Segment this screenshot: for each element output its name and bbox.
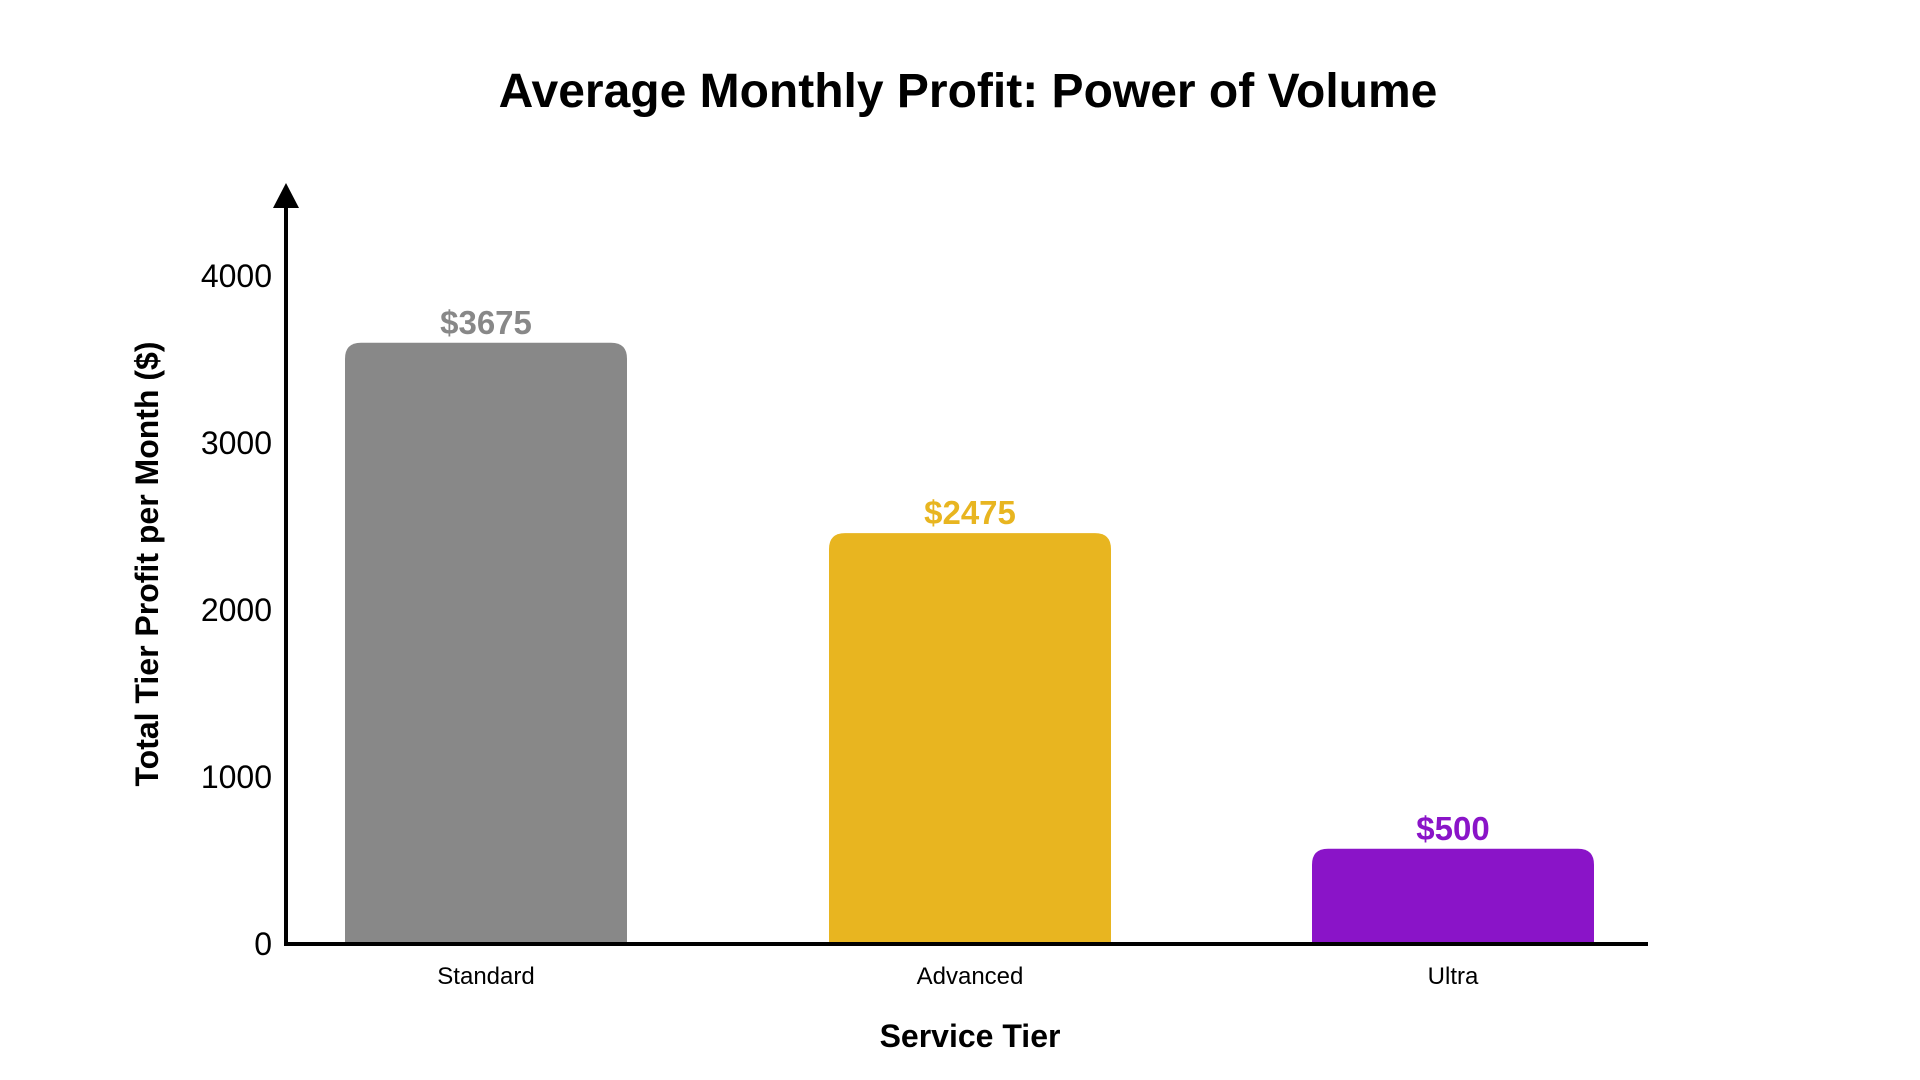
y-axis-ticks: 0 1000 2000 3000 4000: [201, 258, 272, 962]
chart-title: Average Monthly Profit: Power of Volume: [499, 65, 1438, 118]
data-label-standard: $3675: [440, 304, 532, 341]
x-axis-ticks: Standard Advanced Ultra: [437, 963, 1479, 990]
y-tick-label: 3000: [201, 425, 272, 461]
y-axis-title: Total Tier Profit per Month ($): [129, 341, 165, 786]
y-axis-arrow: [273, 183, 299, 208]
data-label-ultra: $500: [1416, 810, 1489, 847]
y-tick-label: 1000: [201, 759, 272, 795]
x-tick-label: Standard: [437, 963, 534, 990]
y-tick-label: 4000: [201, 258, 272, 294]
data-label-advanced: $2475: [924, 494, 1016, 531]
bar-advanced: [829, 533, 1111, 944]
bars: [345, 342, 1594, 944]
x-tick-label: Advanced: [917, 963, 1024, 990]
bar-standard: [345, 342, 627, 944]
y-tick-label: 2000: [201, 592, 272, 628]
y-tick-label: 0: [254, 926, 272, 962]
x-tick-label: Ultra: [1428, 963, 1479, 990]
data-labels: $3675 $2475 $500: [440, 304, 1490, 847]
bar-ultra: [1312, 848, 1594, 944]
x-axis-title: Service Tier: [880, 1018, 1061, 1054]
